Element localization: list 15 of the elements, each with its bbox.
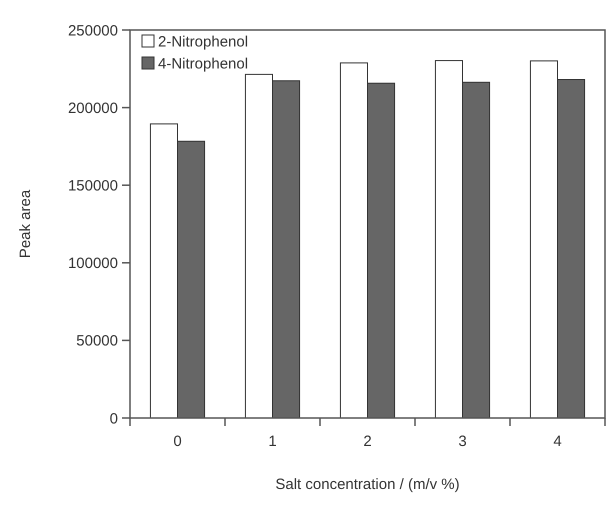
legend-label: 2-Nitrophenol <box>158 33 248 50</box>
x-axis-title: Salt concentration / (m/v %) <box>275 476 460 493</box>
y-tick-label: 250000 <box>68 22 118 40</box>
x-tick-label: 4 <box>553 433 562 450</box>
y-tick-label: 50000 <box>76 332 118 350</box>
y-axis-title: Peak area <box>17 189 34 258</box>
y-tick-label: 150000 <box>68 177 118 194</box>
y-tick-label: 200000 <box>68 100 118 117</box>
y-tick-label: 0 <box>110 410 118 428</box>
x-tick-label: 0 <box>173 433 182 450</box>
x-tick-label: 1 <box>268 433 277 450</box>
x-tick-label: 3 <box>458 433 467 450</box>
legend-label: 4-Nitrophenol <box>158 55 248 72</box>
x-tick-label: 2 <box>363 433 372 450</box>
y-tick-label: 100000 <box>68 255 118 272</box>
